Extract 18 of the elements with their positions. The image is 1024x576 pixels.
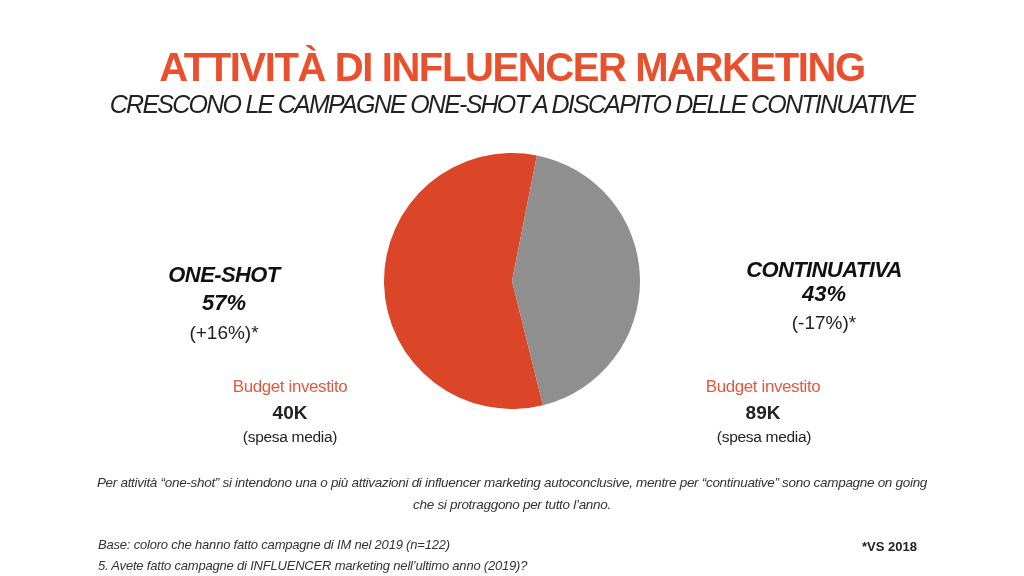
slice-label: ONE-SHOT (168, 262, 280, 287)
chart-title: ATTIVITÀ DI INFLUENCER MARKETING (159, 45, 865, 89)
text: Per attività “one-shot” si intendono una o più attivazioni di influencer marketing autoconclusive, mentre per “continuative” sono campagne on going che si protraggono per tutto l’anno. (95, 474, 929, 514)
text: Base: coloro che hanno fatto campagne di IM nel 2019 (n=122) (98, 537, 450, 552)
text: 40K (272, 402, 308, 423)
text: *VS 2018 (862, 539, 917, 554)
text: (+16%)* (189, 322, 259, 343)
text: (spesa media) (242, 428, 338, 445)
text: 5. Avete fatto campagne di INFLUENCER marketing nell’ultimo anno (2019)? (98, 558, 528, 573)
text: (spesa media) (716, 428, 812, 445)
data-label: 57% (201, 290, 247, 315)
data-label: 43% (801, 281, 847, 306)
text: (-17%)* (791, 312, 857, 333)
slice-label: CONTINUATIVA (746, 257, 902, 282)
text: 89K (745, 402, 781, 423)
chart-subtitle: CRESCONO LE CAMPAGNE ONE-SHOT A DISCAPITO DELLE CONTINUATIVE (109, 90, 915, 118)
text: Budget investito (232, 377, 348, 396)
text: Budget investito (705, 377, 821, 396)
